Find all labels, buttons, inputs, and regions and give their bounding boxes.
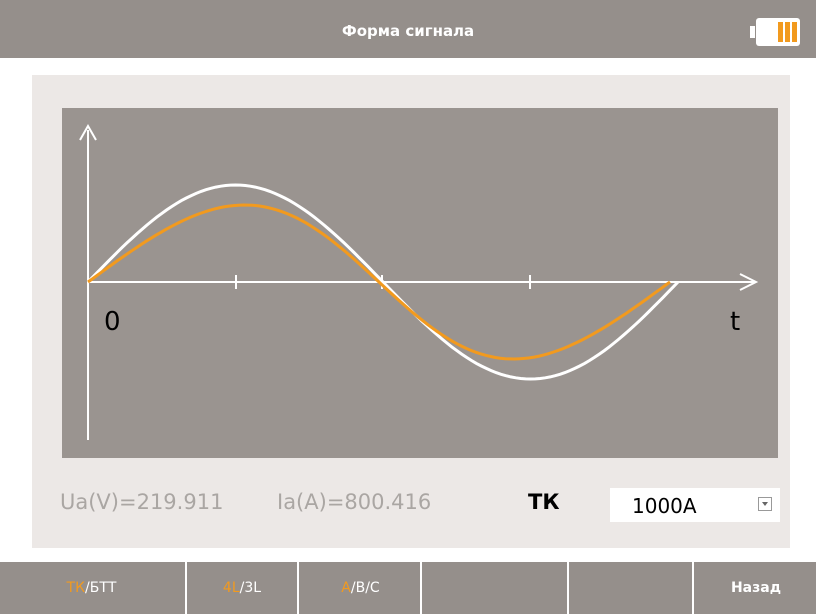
voltage-wave (86, 183, 680, 381)
current-reading: Ia(A)=800.416 (277, 490, 432, 514)
header-title: Форма сигнала (341, 22, 475, 40)
dropdown-arrow (758, 497, 772, 511)
button-highlight: 4L (222, 580, 240, 596)
axis-label: t (730, 307, 740, 337)
voltage-reading: Ua(V)=219.911 (60, 490, 224, 514)
button[interactable]: А/В/С (297, 562, 422, 614)
button[interactable]: 4L/3L (185, 562, 297, 614)
waveform-plot: 0 t (62, 108, 778, 458)
range-dropdown[interactable]: 1000A (610, 488, 780, 522)
button-text: /БТТ (85, 580, 117, 596)
mode-label: ТК (528, 490, 560, 514)
button-text: Назад (730, 580, 782, 596)
button-highlight: А (341, 580, 351, 596)
button[interactable] (567, 562, 692, 614)
button[interactable] (420, 562, 567, 614)
button[interactable]: ТК/БТТ (0, 562, 183, 614)
range-value: 1000A (632, 494, 697, 518)
button-text: /3L (239, 580, 262, 596)
header-bar (0, 0, 816, 58)
origin-label: 0 (104, 307, 121, 337)
current-wave (87, 203, 671, 361)
button-text: /В/С (350, 580, 380, 596)
button-highlight: ТК (66, 580, 86, 596)
button-bar (0, 562, 816, 614)
button[interactable]: Назад (692, 562, 816, 614)
battery-icon (750, 18, 800, 46)
